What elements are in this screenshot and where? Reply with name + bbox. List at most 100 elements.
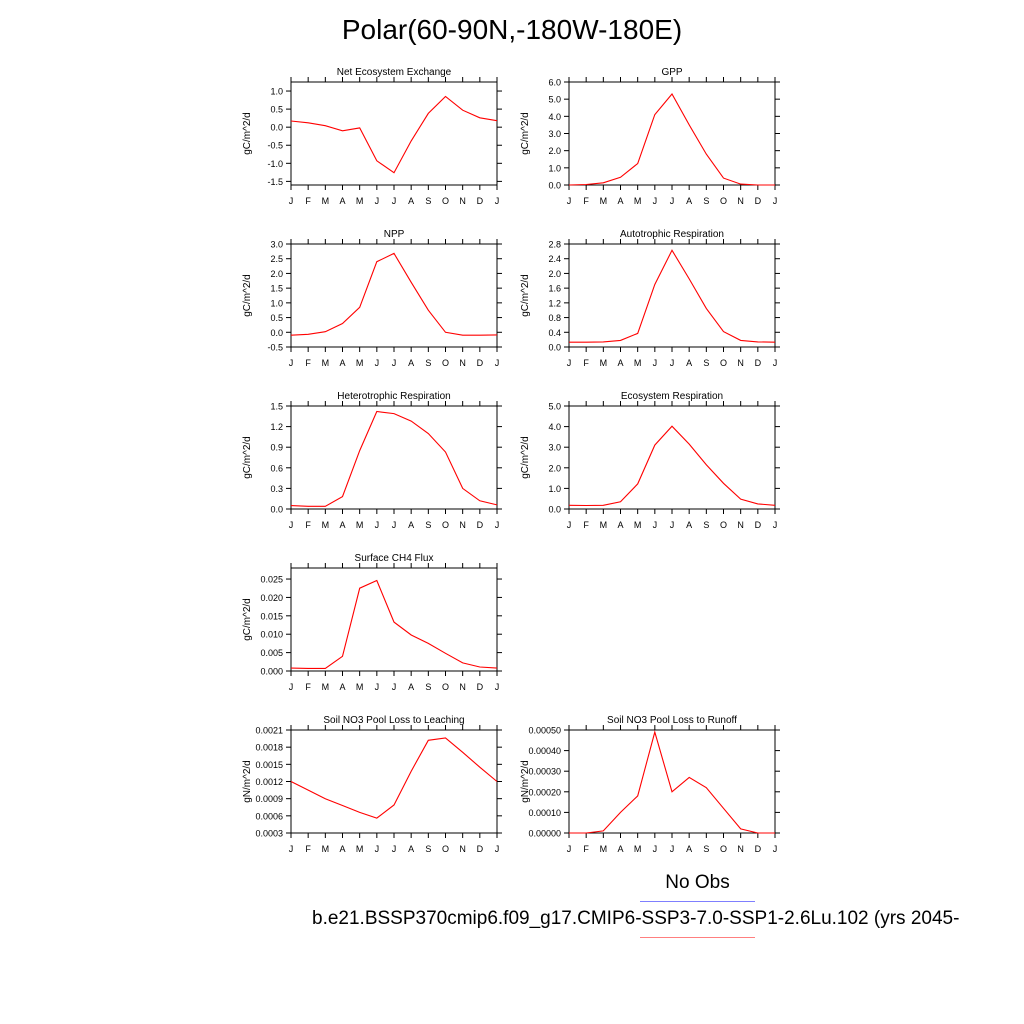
y-axis-label: gC/m^2/d [520,436,531,479]
x-tick-label: J [567,520,572,530]
y-tick-label: 0.5 [270,105,283,115]
series-line [290,252,498,336]
x-tick-label: J [495,358,500,368]
x-tick-label: S [703,358,709,368]
x-tick-label: A [617,358,623,368]
y-tick-label: 3.0 [548,129,561,139]
y-tick-label: 0.5 [270,313,283,323]
y-tick-label: 1.2 [548,298,561,308]
x-tick-label: J [495,196,500,206]
x-tick-label: A [339,358,345,368]
x-tick-label: M [634,844,642,854]
x-tick-label: F [583,844,589,854]
y-axis-label: gC/m^2/d [242,274,253,317]
x-tick-label: J [289,196,294,206]
x-tick-label: S [425,196,431,206]
y-tick-label: 2.8 [548,240,561,250]
x-tick-label: M [322,844,330,854]
x-tick-label: M [322,682,330,692]
legend-obs-label: No Obs [665,872,730,893]
x-tick-label: A [686,358,692,368]
y-tick-label: 0.00030 [528,767,561,777]
x-tick-label: J [773,520,778,530]
x-tick-label: J [773,358,778,368]
x-tick-label: N [737,196,744,206]
x-tick-label: M [600,196,608,206]
x-tick-label: J [375,196,380,206]
x-tick-label: O [442,520,449,530]
y-tick-label: 0.00010 [528,808,561,818]
x-tick-label: F [305,844,311,854]
chart-title: Surface CH4 Flux [355,553,434,564]
y-tick-label: 0.00020 [528,787,561,797]
x-tick-label: F [583,196,589,206]
x-tick-label: J [653,196,658,206]
x-tick-label: N [737,358,744,368]
x-tick-label: D [755,520,762,530]
chart-title: Ecosystem Respiration [621,391,723,402]
y-tick-label: 1.0 [270,87,283,97]
y-tick-label: 1.2 [270,422,283,432]
x-tick-label: S [425,682,431,692]
plot-frame [568,81,776,186]
y-tick-label: 1.0 [548,484,561,494]
x-tick-label: N [459,358,466,368]
x-tick-label: J [392,196,397,206]
x-tick-label: A [617,196,623,206]
y-tick-label: 0.6 [270,463,283,473]
chart-title: Autotrophic Respiration [620,229,724,240]
x-tick-label: A [686,844,692,854]
x-tick-label: F [583,358,589,368]
chart-title: Soil NO3 Pool Loss to Runoff [607,715,737,726]
y-tick-label: 0.0009 [255,794,283,804]
x-tick-label: O [720,844,727,854]
y-tick-label: -0.5 [267,343,283,353]
y-axis-label: gC/m^2/d [520,274,531,317]
x-tick-label: J [289,358,294,368]
chart-title: Soil NO3 Pool Loss to Leaching [323,715,464,726]
x-tick-label: A [408,520,414,530]
y-tick-label: -0.5 [267,141,283,151]
series-line [290,95,498,174]
y-tick-label: 1.0 [548,163,561,173]
x-tick-label: D [477,358,484,368]
y-tick-label: 3.0 [270,240,283,250]
chart-title: NPP [384,229,405,240]
x-tick-label: J [670,844,675,854]
x-tick-label: S [703,844,709,854]
chart-panel: Soil NO3 Pool Loss to Leaching gN/m^2/d J F… [242,715,502,854]
x-tick-label: F [305,520,311,530]
x-tick-label: J [653,358,658,368]
x-tick-label: J [567,358,572,368]
y-tick-label: 0.0021 [255,726,283,736]
x-tick-label: O [720,520,727,530]
legend-model-label: b.e21.BSSP370cmip6.f09_g17.CMIP6-SSP3-7.… [312,908,960,929]
x-tick-label: J [392,358,397,368]
x-tick-label: S [703,196,709,206]
x-tick-label: J [392,682,397,692]
x-tick-label: J [289,520,294,530]
x-tick-label: A [617,844,623,854]
x-tick-label: J [392,844,397,854]
x-tick-label: A [617,520,623,530]
x-tick-label: M [356,844,364,854]
plot-frame [290,729,498,834]
y-tick-label: 2.0 [548,146,561,156]
y-tick-label: 0.0006 [255,811,283,821]
y-tick-label: 0.3 [270,484,283,494]
x-tick-label: N [459,520,466,530]
x-tick-label: D [477,520,484,530]
x-tick-label: M [634,196,642,206]
x-tick-label: N [459,682,466,692]
x-tick-label: N [459,196,466,206]
y-tick-label: 0.015 [260,611,283,621]
x-tick-label: J [653,844,658,854]
plot-frame [290,81,498,186]
x-tick-label: J [289,844,294,854]
y-tick-label: 0.0 [270,328,283,338]
x-tick-label: J [392,520,397,530]
x-tick-label: A [339,682,345,692]
y-tick-label: 5.0 [548,402,561,412]
